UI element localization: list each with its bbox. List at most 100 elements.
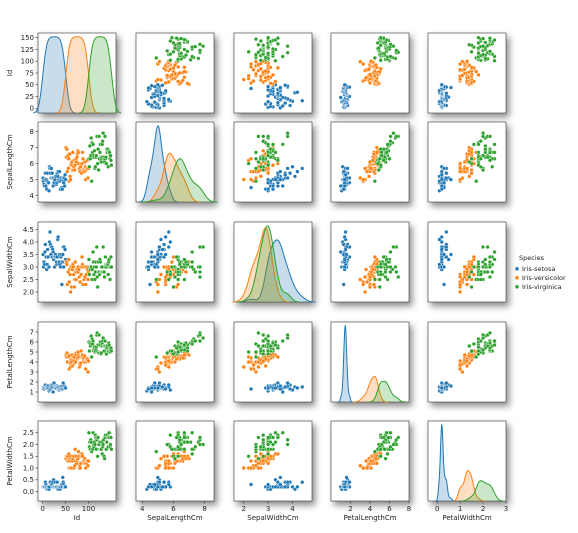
point-Iris-virginica-35 <box>172 456 178 461</box>
point-Iris-virginica-49 <box>275 345 280 351</box>
point-Iris-setosa-16 <box>444 229 449 235</box>
point-Iris-virginica-43 <box>258 38 263 44</box>
kde-line-Iris-virginica <box>141 158 218 203</box>
point-Iris-versicolor-48 <box>370 158 376 163</box>
point-Iris-virginica-32 <box>101 442 106 447</box>
point-Iris-virginica-23 <box>261 332 266 338</box>
point-Iris-versicolor-49 <box>253 463 259 468</box>
point-Iris-virginica-25 <box>483 257 488 262</box>
y-tick-label: 4.5 <box>23 226 34 234</box>
y-tick-label: 3.5 <box>23 251 34 259</box>
point-Iris-virginica-6 <box>393 264 398 270</box>
point-Iris-virginica-26 <box>190 259 195 265</box>
point-Iris-virginica-34 <box>261 454 266 459</box>
point-Iris-versicolor-44 <box>248 177 254 182</box>
point-Iris-virginica-31 <box>193 444 198 449</box>
point-Iris-virginica-44 <box>270 435 276 440</box>
point-Iris-setosa-50 <box>63 177 68 182</box>
point-Iris-setosa-32 <box>161 480 167 485</box>
y-tick-label: 25 <box>25 93 34 101</box>
point-Iris-virginica-46 <box>266 435 271 440</box>
point-Iris-setosa-19 <box>166 382 171 388</box>
y-tick-label: 4.0 <box>23 238 34 246</box>
point-Iris-virginica-38 <box>476 344 481 350</box>
point-Iris-virginica-47 <box>377 277 382 282</box>
point-Iris-versicolor-37 <box>80 150 85 155</box>
x-tick-label: 100 <box>82 505 95 513</box>
point-Iris-virginica-31 <box>193 44 198 49</box>
point-Iris-versicolor-15 <box>70 363 75 369</box>
kde-fill-Iris-virginica <box>79 36 122 114</box>
point-Iris-virginica-1 <box>86 430 92 435</box>
y-tick-label: 1.5 <box>23 453 34 461</box>
kde-fill-Iris-versicolor <box>144 153 201 202</box>
panel-PetalLengthCm-vs-Id: 1 2 3 4 5 6 7 PetalLengthCm <box>6 321 117 403</box>
x-tick-label: 0 <box>40 505 44 513</box>
point-Iris-versicolor-36 <box>372 254 377 260</box>
point-Iris-versicolor-13 <box>246 359 251 365</box>
y-axis-label: PetalWidthCm <box>6 436 14 485</box>
point-Iris-virginica-19 <box>487 274 493 280</box>
point-Iris-virginica-10 <box>280 54 285 59</box>
y-tick-label: 3 <box>30 368 34 376</box>
point-Iris-virginica-48 <box>266 442 271 447</box>
point-Iris-setosa-42 <box>341 282 346 287</box>
point-Iris-setosa-21 <box>161 96 167 101</box>
point-Iris-setosa-19 <box>345 166 350 171</box>
panel-SepalWidthCm-vs-PetalLengthCm <box>330 221 410 303</box>
point-Iris-virginica-40 <box>483 40 488 45</box>
point-Iris-setosa-19 <box>166 97 171 102</box>
y-tick-label: 6 <box>30 160 35 168</box>
point-Iris-virginica-21 <box>185 49 190 54</box>
point-Iris-versicolor-49 <box>460 59 465 64</box>
point-Iris-setosa-42 <box>248 86 254 91</box>
point-Iris-versicolor-32 <box>78 279 83 285</box>
point-Iris-virginica-47 <box>253 37 259 42</box>
point-Iris-versicolor-48 <box>174 356 179 362</box>
point-Iris-virginica-34 <box>469 156 474 161</box>
point-Iris-virginica-23 <box>197 269 203 275</box>
point-Iris-setosa-50 <box>439 385 444 391</box>
panel-SepalLengthCm-vs-Id: 4 5 6 7 8 SepalLengthCm <box>6 121 117 203</box>
kde-line-Iris-setosa <box>237 239 316 303</box>
point-Iris-versicolor-38 <box>371 282 376 287</box>
point-Iris-setosa-14 <box>266 99 271 104</box>
point-Iris-virginica-30 <box>190 451 195 457</box>
point-Iris-virginica-48 <box>379 153 384 158</box>
point-Iris-virginica-2 <box>87 348 92 354</box>
y-tick-label: 1 <box>30 388 34 396</box>
point-Iris-virginica-19 <box>396 435 401 440</box>
point-Iris-setosa-16 <box>166 229 171 235</box>
y-tick-label: 0.0 <box>23 488 34 496</box>
point-Iris-setosa-44 <box>155 475 160 480</box>
point-Iris-versicolor-38 <box>176 282 181 287</box>
point-Iris-versicolor-32 <box>458 169 463 174</box>
point-Iris-virginica-19 <box>396 274 401 280</box>
point-Iris-virginica-18 <box>285 437 290 442</box>
point-Iris-setosa-5 <box>280 103 285 109</box>
point-Iris-virginica-49 <box>487 254 493 260</box>
point-Iris-virginica-19 <box>197 274 203 280</box>
point-Iris-setosa-48 <box>149 83 154 88</box>
point-Iris-virginica-39 <box>104 161 109 166</box>
point-Iris-virginica-14 <box>166 277 171 282</box>
point-Iris-virginica-45 <box>107 342 112 348</box>
point-Iris-virginica-35 <box>102 456 107 461</box>
point-Iris-virginica-31 <box>193 269 198 275</box>
point-Iris-setosa-50 <box>63 385 68 391</box>
point-Iris-virginica-31 <box>100 139 105 144</box>
point-Iris-virginica-50 <box>476 264 481 270</box>
legend-entry: Iris-virginica <box>522 283 562 291</box>
point-Iris-versicolor-34 <box>79 272 84 277</box>
point-Iris-virginica-45 <box>384 37 389 43</box>
point-Iris-setosa-45 <box>347 480 352 485</box>
point-Iris-setosa-6 <box>287 103 293 108</box>
point-Iris-virginica-48 <box>108 153 113 158</box>
point-Iris-virginica-31 <box>388 269 393 275</box>
point-Iris-virginica-31 <box>388 139 393 144</box>
point-Iris-versicolor-19 <box>246 73 251 78</box>
point-Iris-versicolor-37 <box>182 65 187 70</box>
point-Iris-versicolor-49 <box>157 369 162 375</box>
point-Iris-virginica-31 <box>261 139 266 144</box>
